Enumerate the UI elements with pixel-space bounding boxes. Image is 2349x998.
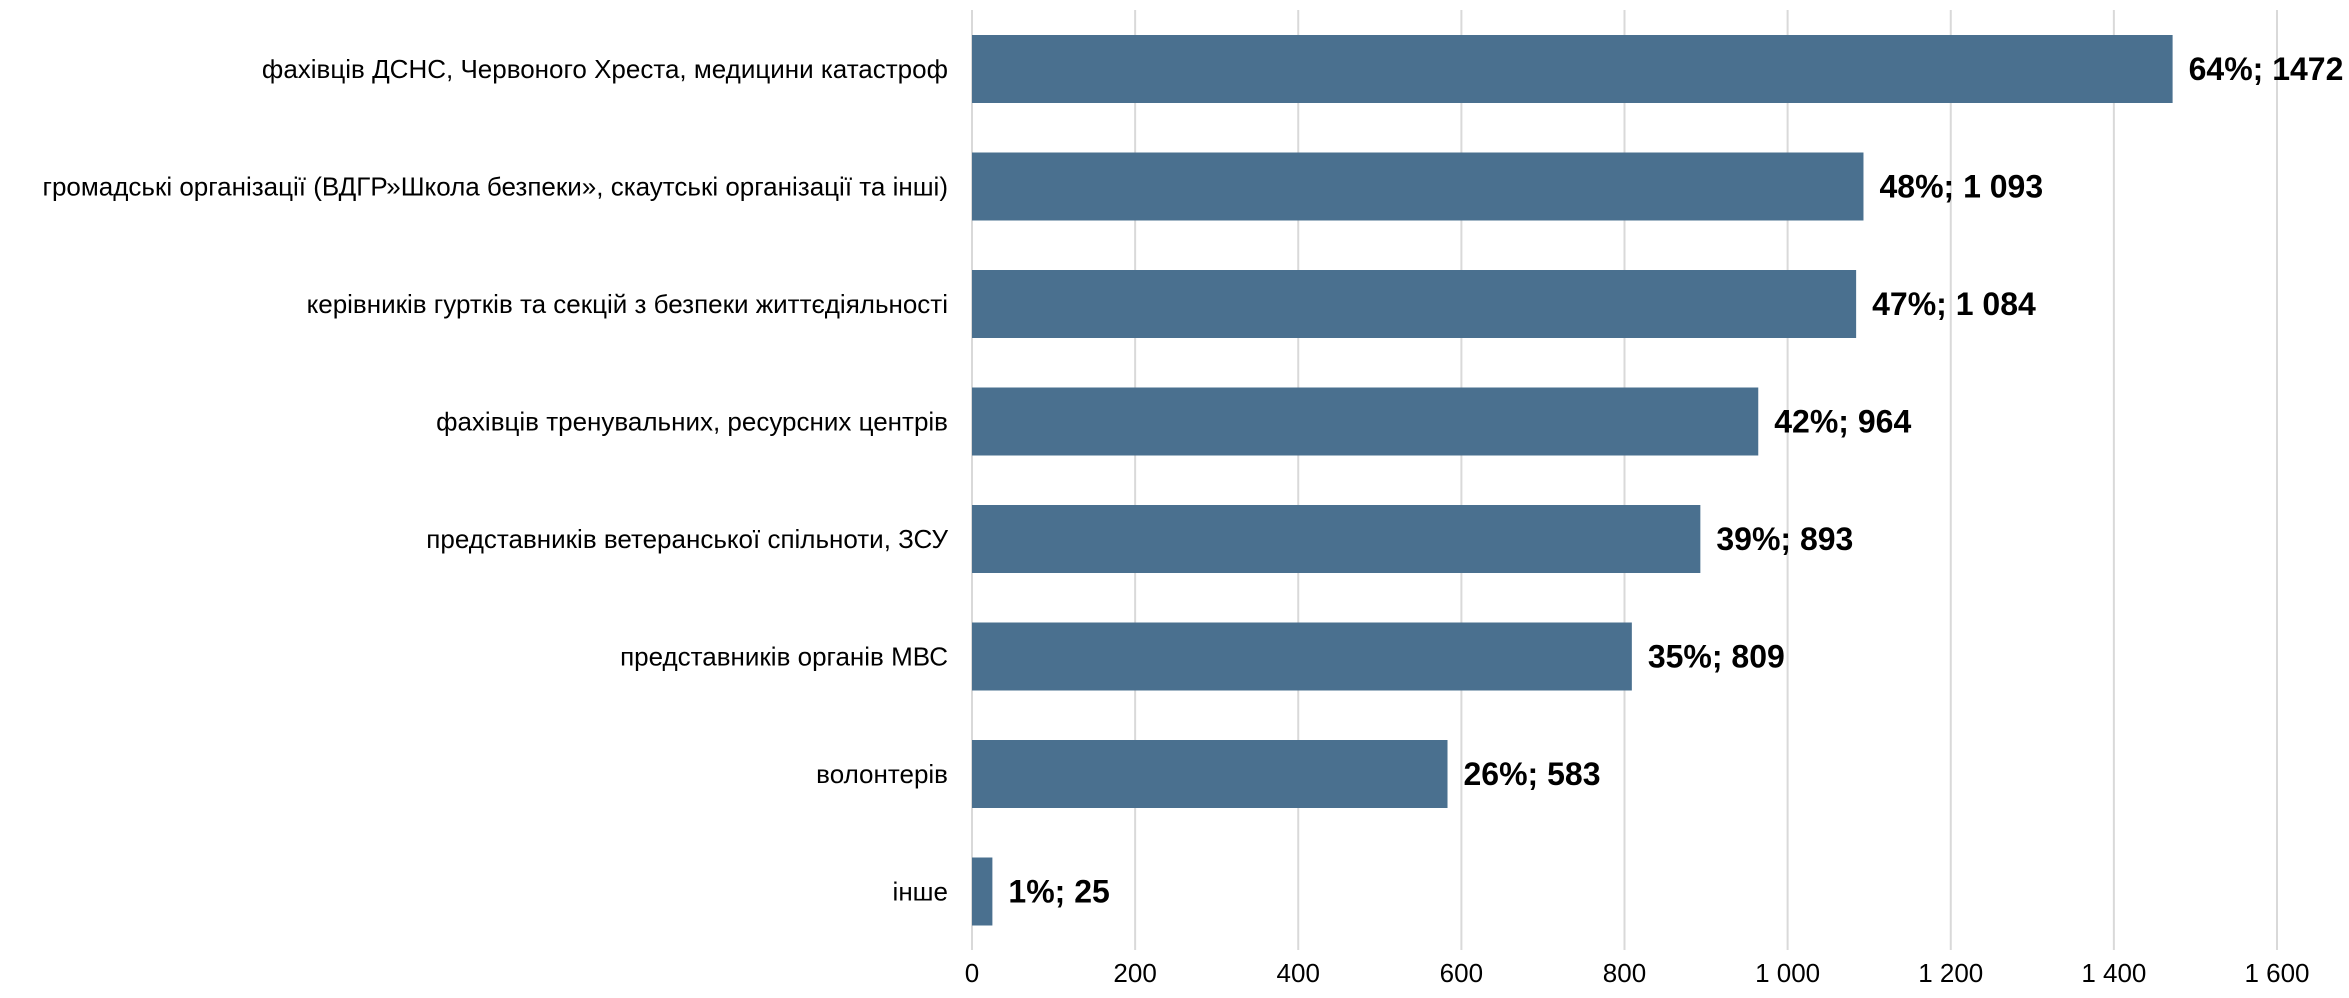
bar-4: [972, 505, 1701, 573]
bars: [972, 35, 2173, 926]
x-tick-label-1: 200: [1113, 958, 1156, 988]
bar-3: [972, 387, 1759, 456]
bar-7: [972, 857, 993, 926]
category-label-5: представників органів МВС: [620, 642, 948, 672]
bar-0: [972, 35, 2173, 103]
bar-6: [972, 740, 1448, 808]
data-label-4: 39%; 893: [1716, 521, 1853, 557]
category-label-0: фахівців ДСНС, Червоного Хреста, медицин…: [262, 54, 948, 84]
category-label-6: волонтерів: [816, 759, 948, 789]
category-label-1: громадські організації (ВДГР»Школа безпе…: [42, 172, 948, 202]
data-label-2: 47%; 1 084: [1872, 286, 2036, 322]
category-labels: фахівців ДСНС, Червоного Хреста, медицин…: [42, 54, 948, 907]
x-tick-label-5: 1 000: [1755, 958, 1820, 988]
data-label-5: 35%; 809: [1648, 639, 1785, 675]
category-label-3: фахівців тренувальних, ресурсних центрів: [436, 407, 948, 437]
category-label-2: керівників гуртків та секцій з безпеки ж…: [307, 289, 948, 319]
category-label-7: інше: [893, 877, 948, 907]
x-tick-label-4: 800: [1603, 958, 1646, 988]
x-tick-label-6: 1 200: [1918, 958, 1983, 988]
data-label-3: 42%; 964: [1774, 404, 1911, 440]
bar-2: [972, 270, 1857, 338]
x-tick-label-8: 1 600: [2244, 958, 2309, 988]
data-labels: 64%; 1472 48%; 1 093 47%; 1 084 42%; 964 39%…: [1008, 51, 2343, 910]
data-label-0: 64%; 1472: [2189, 51, 2344, 87]
x-axis-tick-labels: 0 200 400 600 800 1 000 1 200 1 400 1 600: [965, 958, 2310, 988]
data-label-1: 48%; 1 093: [1879, 169, 2043, 205]
x-tick-label-3: 600: [1440, 958, 1483, 988]
data-label-7: 1%; 25: [1008, 874, 1109, 910]
data-label-6: 26%; 583: [1464, 756, 1601, 792]
category-label-4: представників ветеранської спільноти, ЗС…: [426, 524, 948, 554]
bar-1: [972, 152, 1864, 221]
bar-5: [972, 622, 1632, 691]
x-tick-label-0: 0: [965, 958, 979, 988]
grid-lines: [971, 10, 2278, 950]
x-tick-label-2: 400: [1277, 958, 1320, 988]
x-tick-label-7: 1 400: [2081, 958, 2146, 988]
